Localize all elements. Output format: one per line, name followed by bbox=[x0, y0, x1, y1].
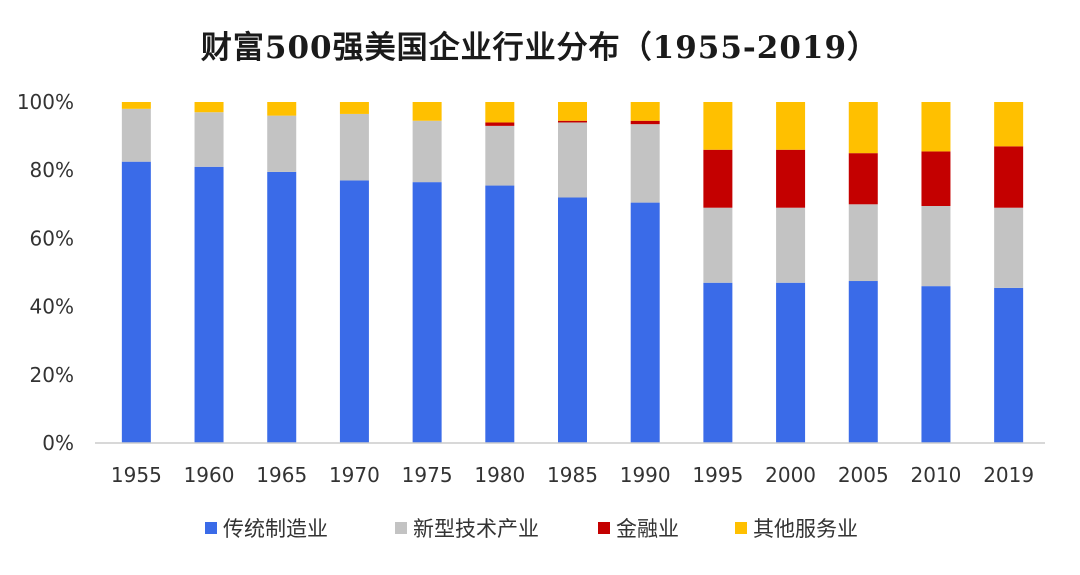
bar-segment bbox=[267, 115, 297, 172]
legend-label: 其他服务业 bbox=[753, 517, 858, 541]
bar-segment bbox=[848, 102, 878, 154]
legend-label: 金融业 bbox=[616, 517, 679, 541]
x-tick-label: 1990 bbox=[620, 463, 671, 487]
bar-segment bbox=[848, 204, 878, 282]
x-tick-label: 2005 bbox=[838, 463, 889, 487]
bar-segment bbox=[703, 207, 733, 283]
bar-segment bbox=[121, 102, 151, 109]
x-tick-label: 1975 bbox=[402, 463, 453, 487]
bar-segment bbox=[776, 207, 806, 283]
legend-swatch bbox=[735, 522, 747, 534]
bar-segment bbox=[630, 124, 660, 203]
bar-segment bbox=[703, 149, 733, 208]
bar-segment bbox=[921, 102, 951, 152]
bar-segment bbox=[630, 202, 660, 443]
bar-segment bbox=[558, 102, 587, 121]
bar-segment bbox=[921, 151, 951, 206]
legend: 传统制造业 新型技术产业 金融业 其他服务业 bbox=[205, 517, 858, 541]
x-tick-label: 2010 bbox=[911, 463, 962, 487]
bar-segment bbox=[194, 166, 224, 444]
bar-segment bbox=[412, 182, 442, 443]
x-tick-label: 1960 bbox=[184, 463, 235, 487]
bar-segment bbox=[848, 153, 878, 205]
bar-segment bbox=[703, 102, 733, 150]
x-tick-label: 1980 bbox=[474, 463, 525, 487]
legend-label: 传统制造业 bbox=[223, 517, 328, 541]
chart-title: 财富500强美国企业行业分布（1955-2019） bbox=[200, 30, 880, 66]
bar-segment bbox=[485, 125, 515, 186]
y-tick-label: 80% bbox=[30, 158, 74, 182]
bar-segment bbox=[558, 122, 587, 198]
x-tick-label: 1965 bbox=[256, 463, 307, 487]
bar-segment bbox=[921, 206, 951, 287]
y-tick-label: 100% bbox=[17, 90, 74, 114]
legend-swatch bbox=[598, 522, 610, 534]
bar-segment bbox=[412, 102, 442, 121]
bar-segment bbox=[558, 120, 587, 123]
y-tick-label: 0% bbox=[42, 431, 74, 455]
legend-swatch bbox=[395, 522, 407, 534]
bar-segment bbox=[339, 102, 369, 114]
bar-segment bbox=[630, 120, 660, 125]
bar-segment bbox=[703, 282, 733, 443]
bar-segment bbox=[776, 149, 806, 208]
bar-segment bbox=[121, 108, 151, 162]
y-axis-ticks: 0% 20% 40% 60% 80% 100% bbox=[17, 90, 74, 455]
bar-segment bbox=[630, 102, 660, 121]
bar-segment bbox=[267, 171, 297, 443]
bar-segment bbox=[485, 185, 515, 444]
x-axis-ticks: 1955 1960 1965 1970 1975 1980 1985 1990 1995 2000… bbox=[111, 463, 1034, 487]
bar-segment bbox=[558, 197, 587, 443]
bar-segment bbox=[921, 286, 951, 443]
bar-segment bbox=[267, 102, 297, 116]
y-tick-label: 60% bbox=[30, 226, 74, 250]
bar-segment bbox=[994, 207, 1024, 288]
bar-segment bbox=[994, 287, 1024, 443]
bar-segment bbox=[994, 146, 1024, 208]
bar-segment bbox=[776, 282, 806, 443]
bar-segment bbox=[485, 122, 515, 126]
bars-group bbox=[121, 102, 1024, 444]
legend-label: 新型技术产业 bbox=[413, 517, 539, 541]
y-tick-label: 20% bbox=[30, 363, 74, 387]
x-tick-label: 2019 bbox=[983, 463, 1034, 487]
bar-segment bbox=[412, 120, 442, 183]
bar-segment bbox=[776, 102, 806, 150]
bar-segment bbox=[848, 281, 878, 443]
bar-segment bbox=[194, 112, 224, 167]
x-tick-label: 1985 bbox=[547, 463, 598, 487]
bar-segment bbox=[994, 102, 1024, 147]
bar-segment bbox=[121, 161, 151, 443]
bar-segment bbox=[339, 113, 369, 181]
legend-swatch bbox=[205, 522, 217, 534]
y-tick-label: 40% bbox=[30, 295, 74, 319]
x-tick-label: 2000 bbox=[765, 463, 816, 487]
bar-segment bbox=[485, 102, 515, 123]
x-tick-label: 1955 bbox=[111, 463, 162, 487]
bar-segment bbox=[194, 102, 224, 113]
x-tick-label: 1970 bbox=[329, 463, 380, 487]
bar-segment bbox=[339, 180, 369, 443]
x-tick-label: 1995 bbox=[692, 463, 743, 487]
